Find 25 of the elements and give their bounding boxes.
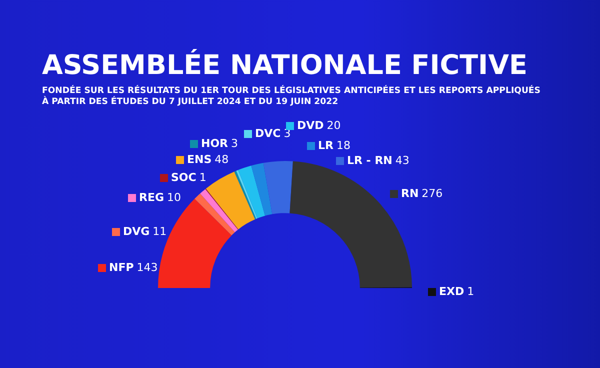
legend-label: DVG <box>123 224 150 238</box>
data-label: 143 <box>136 260 158 274</box>
data-label: 1 <box>199 170 206 184</box>
data-label: 11 <box>152 224 167 238</box>
data-label: 20 <box>326 118 341 132</box>
legend-label: HOR <box>201 136 229 150</box>
chart-subtitle: FONDÉE SUR LES RÉSULTATS DU 1ER TOUR DES LÉGISLATIVES ANTICIPÉES ET LES REPORTS APPLIQUÉS À PARTIR DES ÉTUDES DU 7 JUILLET 2024 ET DU 19 JUIN 2022 <box>42 86 542 108</box>
legend-label: SOC <box>171 170 196 184</box>
legend-label: LR <box>318 138 334 152</box>
legend-label: DVC <box>255 126 281 140</box>
legend-label: RN <box>401 186 419 200</box>
legend-label: DVD <box>297 118 324 132</box>
data-label: 1 <box>467 284 474 298</box>
legend-label: ENS <box>187 152 212 166</box>
legend-label: LR - RN <box>347 154 392 167</box>
data-label: 43 <box>395 154 410 167</box>
data-label: 18 <box>336 138 350 152</box>
data-label: 3 <box>231 136 238 150</box>
legend-label: REG <box>139 190 164 204</box>
data-label: 10 <box>167 190 182 204</box>
data-label: 48 <box>214 152 229 166</box>
data-label: 276 <box>422 186 443 200</box>
chart-title: ASSEMBLÉE NATIONALE FICTIVE <box>42 50 528 81</box>
legend-label: EXD <box>439 284 464 298</box>
legend-label: NFP <box>109 260 134 274</box>
